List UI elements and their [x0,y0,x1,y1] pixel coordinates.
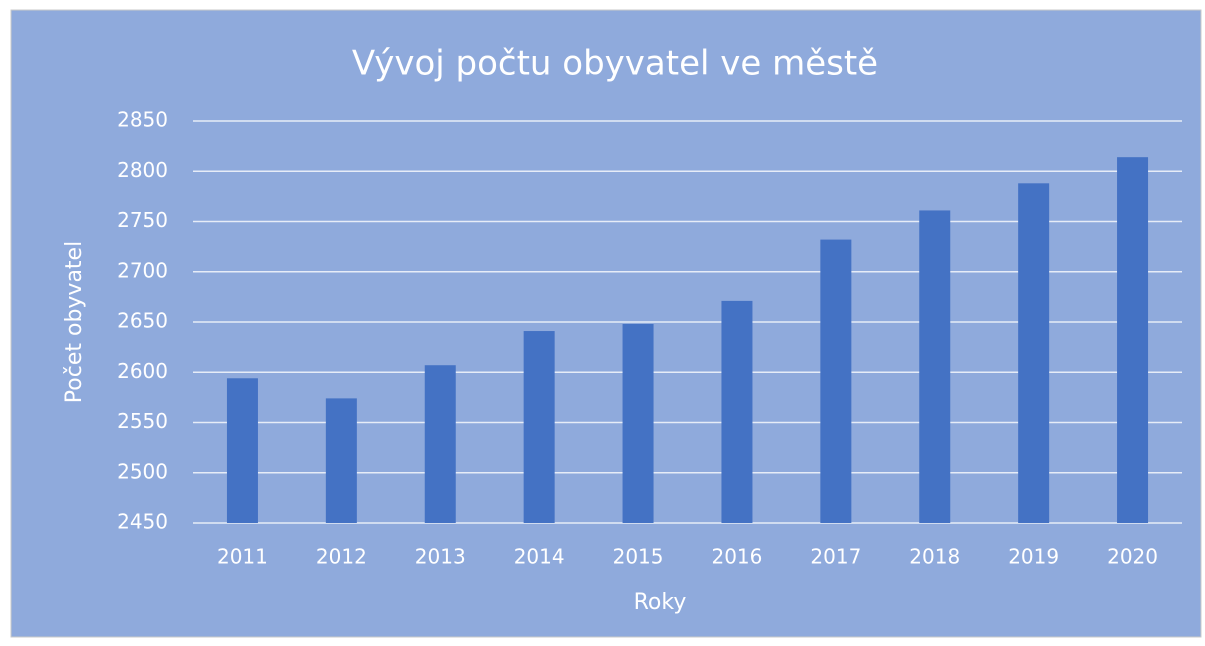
bar [523,331,555,523]
y-tick-label: 2750 [117,208,168,232]
y-tick-label: 2600 [117,359,168,383]
y-tick-label: 2650 [117,309,168,333]
x-tick-label: 2012 [316,545,367,569]
x-tick-label: 2020 [1107,545,1158,569]
x-tick-label: 2018 [909,545,960,569]
x-tick-label: 2011 [217,545,268,569]
x-tick-label: 2014 [514,545,565,569]
bar [622,324,654,523]
y-tick-label: 2800 [117,158,168,182]
x-tick-label: 2017 [810,545,861,569]
y-tick-label: 2500 [117,459,168,483]
bar [325,398,357,523]
bar [424,365,456,523]
bar [1117,157,1149,523]
bar [721,300,753,523]
x-tick-label: 2016 [711,545,762,569]
y-tick-label: 2550 [117,409,168,433]
x-tick-label: 2019 [1008,545,1059,569]
bar [1018,183,1050,523]
y-tick-label: 2850 [117,108,168,132]
bar [226,378,258,523]
x-tick-label: 2015 [613,545,664,569]
y-tick-label: 2450 [117,510,168,534]
bar [919,210,951,523]
x-tick-label: 2013 [415,545,466,569]
y-axis-title: Počet obyvatel [62,241,87,403]
x-axis-title: Roky [634,590,687,615]
chart-background [10,9,1202,638]
chart-title: Vývoj počtu obyvatel ve městě [352,44,878,84]
y-tick-label: 2700 [117,258,168,282]
bar [820,239,852,523]
